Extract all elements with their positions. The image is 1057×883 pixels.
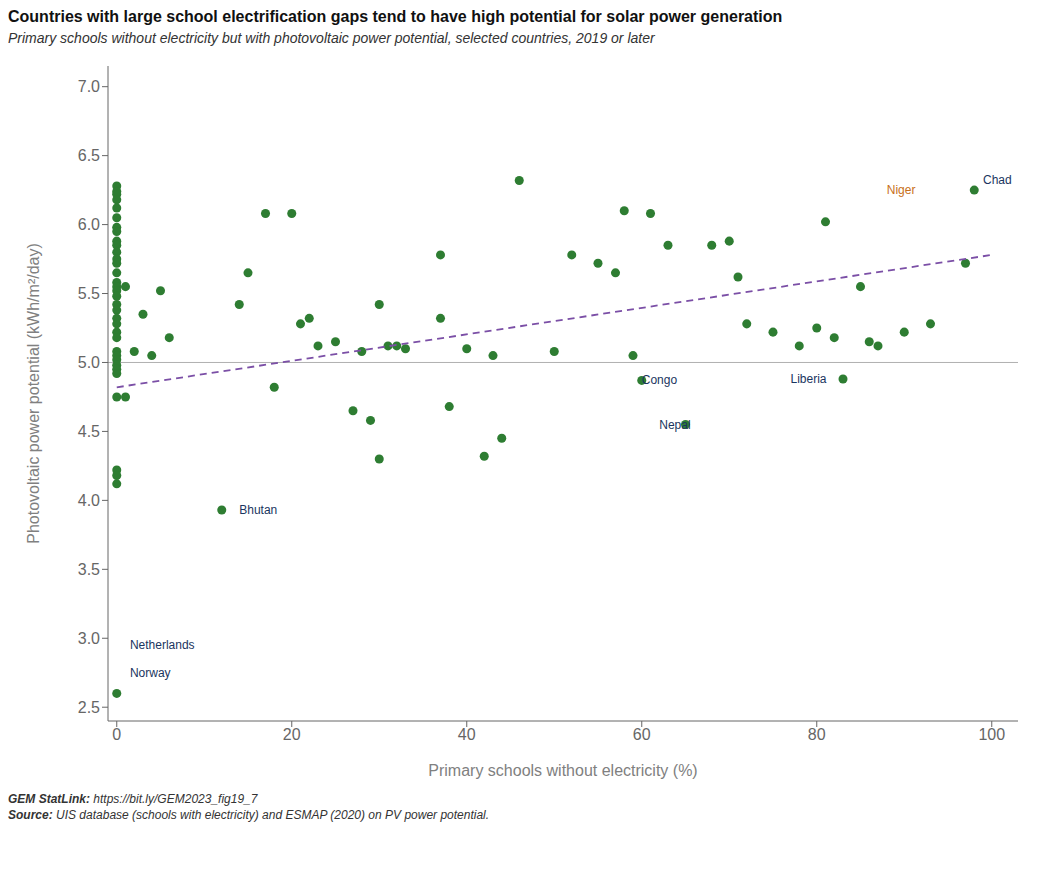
svg-text:7.0: 7.0 [78,78,100,95]
svg-text:6.5: 6.5 [78,147,100,164]
svg-text:4.0: 4.0 [78,492,100,509]
svg-text:40: 40 [458,726,476,743]
svg-text:Photovoltaic power potential (: Photovoltaic power potential (kWh/m²/day… [25,243,42,544]
svg-text:Bhutan: Bhutan [239,503,277,517]
svg-text:Liberia: Liberia [791,372,827,386]
html-text:Primary schools without electr: Primary schools without electricity but … [8,30,655,46]
svg-text:80: 80 [808,726,826,743]
svg-text:60: 60 [633,726,651,743]
svg-text:Chad: Chad [983,173,1012,187]
svg-text:3.5: 3.5 [78,561,100,578]
svg-text:Primary schools without electr: Primary schools without electricity (%) [428,762,697,779]
svg-text:6.0: 6.0 [78,216,100,233]
html-text:Source: UIS database (schools: Source: UIS database (schools with elect… [8,808,490,822]
svg-text:Congo: Congo [642,373,678,387]
svg-text:Niger: Niger [887,183,916,197]
svg-text:3.0: 3.0 [78,630,100,647]
svg-text:20: 20 [283,726,301,743]
svg-text:Norway: Norway [130,666,171,680]
svg-text:2.5: 2.5 [78,699,100,716]
svg-text:5.5: 5.5 [78,285,100,302]
svg-text:0: 0 [112,726,121,743]
html-text:Countries with large school el: Countries with large school electrificat… [8,8,783,25]
svg-text:100: 100 [978,726,1005,743]
svg-text:Nepal: Nepal [659,418,690,432]
svg-text:4.5: 4.5 [78,423,100,440]
html-text:GEM StatLink: https://bit.ly/G: GEM StatLink: https://bit.ly/GEM2023_fig… [8,792,258,806]
svg-text:5.0: 5.0 [78,354,100,371]
svg-text:Netherlands: Netherlands [130,638,195,652]
